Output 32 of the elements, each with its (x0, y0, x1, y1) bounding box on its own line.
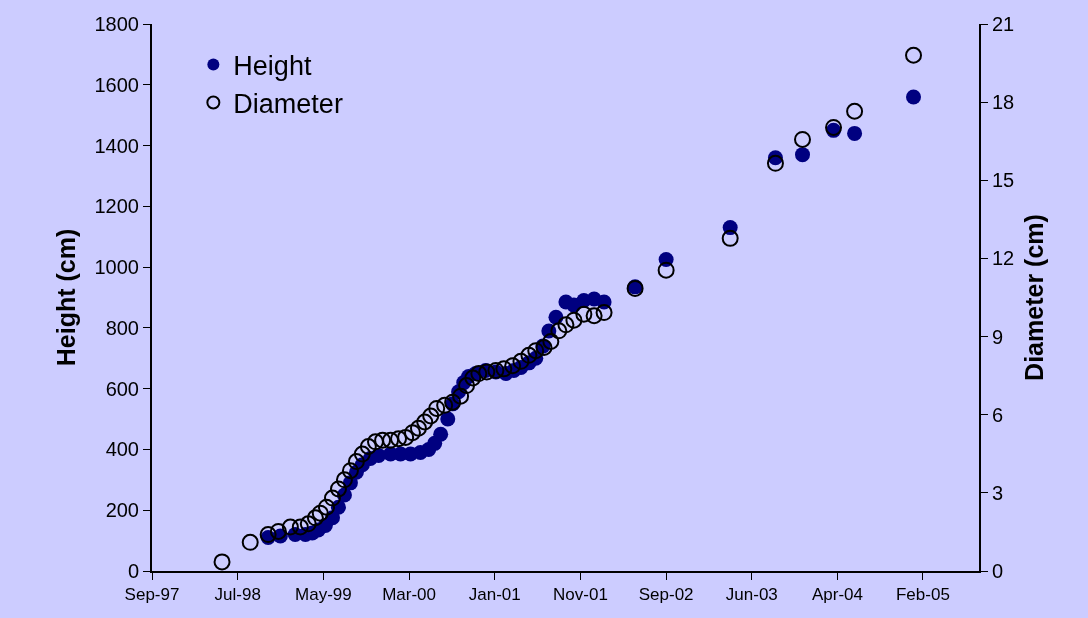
legend-label: Height (233, 50, 312, 81)
y2-tick-label: 3 (992, 481, 1004, 504)
x-tick-label: Jul-98 (214, 585, 261, 605)
y2-tick-label: 15 (992, 169, 1015, 192)
y-tick-label: 0 (127, 560, 139, 582)
x-tick-label: Jun-03 (725, 585, 778, 605)
x-tick-label: May-99 (295, 585, 352, 605)
x-tick-label: Sep-97 (124, 585, 180, 605)
x-tick-label: Nov-01 (553, 585, 608, 605)
x-tick-label: Sep-02 (638, 585, 694, 605)
y2-tick-label: 6 (992, 403, 1004, 426)
y2-tick-label: 0 (992, 560, 1004, 582)
x-tick-label: Jan-01 (468, 585, 521, 605)
y-tick-label: 1400 (94, 134, 139, 157)
y-tick-label: 400 (105, 438, 139, 461)
y-tick-label: 600 (105, 377, 139, 400)
y2-axis-title: Diameter (cm) (1019, 214, 1048, 381)
y-axis-title: Height (cm) (51, 228, 80, 367)
x-tick-label: Apr-04 (811, 585, 864, 605)
y2-tick-label: 18 (992, 91, 1015, 114)
x-tick-label: Mar-00 (382, 585, 436, 605)
legend-label: Diameter (233, 89, 343, 120)
y-tick-label: 800 (105, 316, 139, 339)
y2-tick-label: 9 (992, 325, 1004, 348)
y-tick-label: 1200 (94, 195, 139, 218)
y-tick-label: 1600 (94, 73, 139, 96)
y2-tick-label: 21 (992, 13, 1015, 35)
y2-tick-label: 12 (992, 247, 1015, 270)
x-tick-label: Feb-05 (895, 585, 950, 605)
y-tick-label: 1800 (94, 13, 139, 35)
y-tick-label: 200 (105, 499, 139, 522)
y-tick-label: 1000 (94, 256, 139, 279)
